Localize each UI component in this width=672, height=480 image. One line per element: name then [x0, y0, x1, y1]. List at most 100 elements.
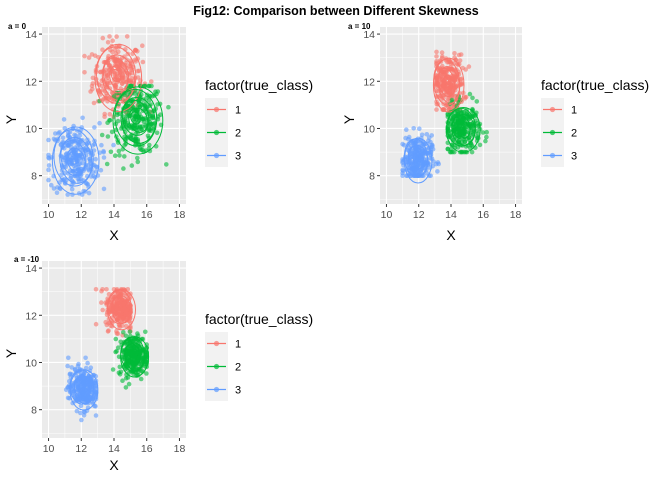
- density-contour: [101, 54, 136, 102]
- density-contour: [121, 99, 150, 136]
- legend: factor(true_class) 1 2 3: [205, 311, 313, 401]
- data-point: [142, 83, 147, 89]
- x-tick-label: 14: [108, 443, 120, 455]
- data-point: [105, 120, 110, 125]
- data-point: [158, 112, 163, 117]
- data-point: [88, 365, 94, 371]
- data-point: [449, 67, 454, 72]
- data-point: [434, 84, 439, 89]
- y-tick-label: 10: [363, 123, 375, 135]
- data-point: [474, 134, 480, 139]
- data-point: [90, 86, 95, 92]
- data-point: [73, 155, 78, 161]
- x-tick-label: 14: [445, 209, 457, 221]
- data-point: [135, 68, 140, 74]
- density-contour: [66, 147, 86, 173]
- data-point: [120, 72, 125, 77]
- legend-entry-label: 2: [235, 128, 241, 140]
- data-point: [57, 185, 63, 191]
- data-point: [403, 135, 408, 141]
- x-axis-title: X: [109, 227, 119, 243]
- data-point: [46, 163, 52, 168]
- data-point: [102, 114, 107, 119]
- data-point: [127, 329, 133, 335]
- data-point: [111, 142, 116, 148]
- x-tick-label: 12: [75, 443, 87, 455]
- density-contour: [53, 129, 94, 187]
- data-point: [149, 79, 154, 84]
- data-point: [93, 389, 99, 394]
- data-point: [122, 308, 128, 313]
- data-point: [69, 186, 75, 192]
- density-contour: [457, 123, 465, 133]
- data-point: [105, 134, 111, 139]
- data-point: [128, 83, 134, 89]
- data-point: [112, 70, 118, 76]
- data-point: [100, 35, 106, 41]
- data-point: [468, 140, 474, 146]
- density-contour: [107, 288, 136, 331]
- panel-tag: a = 10: [348, 22, 371, 31]
- data-point: [414, 139, 419, 145]
- x-tick-label: 10: [43, 443, 55, 455]
- data-point: [77, 133, 83, 138]
- data-point: [103, 300, 108, 305]
- data-point: [79, 417, 84, 423]
- legend-title: factor(true_class): [205, 77, 313, 93]
- x-tick-label: 18: [174, 209, 186, 221]
- series-1-contours: [107, 288, 136, 331]
- panel-marks: [46, 34, 171, 197]
- data-point: [120, 378, 125, 384]
- data-point: [82, 370, 87, 376]
- data-point: [75, 143, 80, 148]
- data-point: [470, 129, 476, 135]
- data-point: [117, 111, 122, 116]
- y-tick-label: 14: [25, 29, 37, 41]
- data-point: [106, 328, 111, 333]
- data-point: [449, 97, 455, 103]
- x-axis-title: X: [109, 457, 119, 473]
- panel-marks: [400, 49, 490, 184]
- data-point: [164, 162, 169, 167]
- data-point: [92, 125, 97, 130]
- density-contour: [69, 369, 99, 411]
- x-tick-label: 12: [413, 209, 425, 221]
- data-point: [434, 59, 439, 64]
- data-point: [445, 96, 451, 101]
- legend-key-point: [213, 386, 220, 393]
- data-point: [83, 355, 88, 361]
- legend-key-point: [549, 129, 556, 136]
- data-point: [46, 177, 51, 183]
- data-point: [434, 101, 440, 107]
- data-point: [60, 135, 66, 141]
- data-point: [452, 51, 457, 56]
- data-point: [135, 155, 140, 161]
- data-point: [140, 147, 145, 153]
- data-point: [149, 83, 154, 89]
- density-contour: [60, 139, 87, 176]
- data-point: [123, 333, 129, 339]
- data-point: [104, 161, 110, 167]
- data-point: [140, 43, 145, 48]
- data-point: [155, 102, 160, 107]
- data-point: [93, 287, 99, 292]
- density-contour: [110, 69, 121, 83]
- data-point: [99, 142, 104, 148]
- data-point: [124, 34, 130, 39]
- data-point: [122, 154, 127, 159]
- data-point: [409, 170, 415, 175]
- data-point: [116, 148, 122, 154]
- series-3-contours: [51, 126, 100, 195]
- density-contour: [445, 106, 481, 153]
- series-2-contours: [120, 336, 150, 378]
- legend-key-point: [213, 363, 220, 370]
- legend-entry-label: 3: [235, 151, 241, 163]
- series-1-contours: [94, 43, 143, 113]
- legend-entry-label: 1: [235, 339, 241, 351]
- data-point: [98, 69, 103, 75]
- data-point: [417, 126, 422, 131]
- data-point: [154, 130, 160, 136]
- data-point: [135, 331, 140, 336]
- data-point: [450, 149, 455, 155]
- legend-title: factor(true_class): [541, 77, 649, 93]
